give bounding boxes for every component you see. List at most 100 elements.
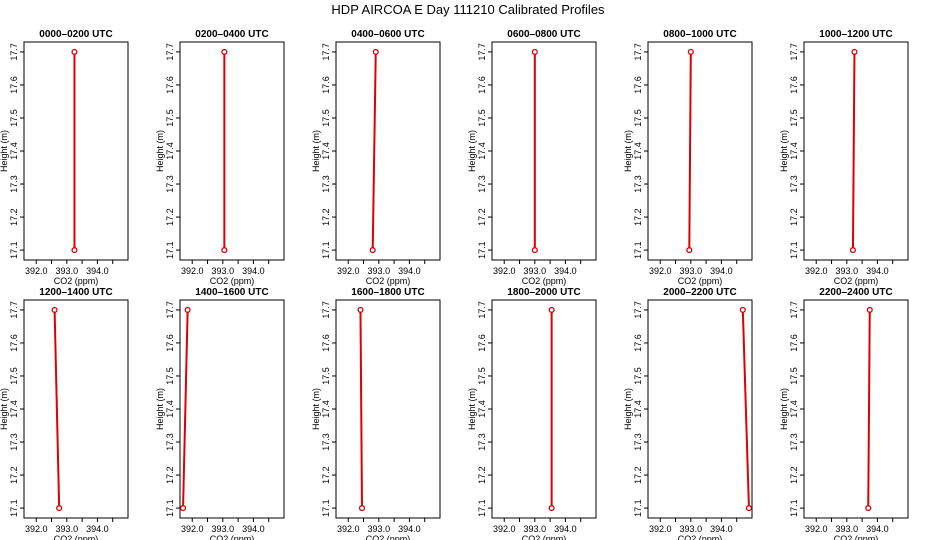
x-axis-label: CO2 (ppm) (522, 276, 567, 286)
profile-line (867, 309, 871, 509)
x-tick-label: 394.0 (242, 524, 265, 534)
x-tick-label: 392.0 (25, 266, 48, 276)
x-axis-label: CO2 (ppm) (522, 534, 567, 540)
y-tick-label: 17.3 (9, 433, 19, 451)
y-tick-label: 17.7 (321, 301, 331, 319)
profile-point (221, 247, 228, 254)
y-tick-label: 17.7 (789, 43, 799, 61)
y-tick-label: 17.6 (789, 76, 799, 94)
x-axis-label: CO2 (ppm) (678, 534, 723, 540)
x-axis-label: CO2 (ppm) (834, 276, 879, 286)
y-tick-label: 17.4 (789, 142, 799, 160)
y-tick-label: 17.4 (477, 400, 487, 418)
x-tick-label: 393.0 (368, 266, 391, 276)
profile-line (741, 309, 750, 509)
y-tick-label: 17.1 (9, 499, 19, 517)
plot-frame (491, 41, 597, 261)
profile-point (71, 247, 78, 254)
profile-line (851, 51, 856, 251)
profile-point (180, 505, 187, 512)
x-tick-label: 393.0 (680, 524, 703, 534)
y-tick-label: 17.6 (9, 76, 19, 94)
y-tick-label: 17.4 (165, 142, 175, 160)
x-tick-label: 392.0 (337, 266, 360, 276)
plot-frame (647, 299, 753, 519)
profile-point (851, 48, 858, 55)
y-tick-label: 17.3 (789, 433, 799, 451)
y-tick-label: 17.4 (321, 400, 331, 418)
x-tick-label: 394.0 (554, 524, 577, 534)
x-tick-label: 393.0 (212, 524, 235, 534)
x-tick-label: 392.0 (805, 266, 828, 276)
y-tick-label: 17.5 (321, 367, 331, 385)
x-axis-label: CO2 (ppm) (210, 534, 255, 540)
y-tick-label: 17.7 (321, 43, 331, 61)
x-tick-label: 394.0 (242, 266, 265, 276)
profile-point (548, 505, 555, 512)
x-tick-label: 393.0 (836, 524, 859, 534)
panel-title: 0600–0800 UTC (507, 29, 580, 40)
x-tick-label: 393.0 (368, 524, 391, 534)
y-tick-label: 17.5 (477, 109, 487, 127)
x-tick-label: 392.0 (493, 524, 516, 534)
y-tick-label: 17.6 (477, 76, 487, 94)
x-tick-label: 392.0 (805, 524, 828, 534)
y-tick-label: 17.3 (789, 175, 799, 193)
panel-title: 1400–1600 UTC (195, 287, 268, 298)
profile-point (745, 505, 752, 512)
x-tick-label: 394.0 (866, 266, 889, 276)
y-tick-label: 17.5 (789, 109, 799, 127)
y-tick-label: 17.6 (321, 334, 331, 352)
y-tick-label: 17.4 (165, 400, 175, 418)
x-tick-label: 392.0 (181, 266, 204, 276)
y-tick-label: 17.1 (477, 241, 487, 259)
y-axis-label: Height (m) (779, 130, 789, 172)
y-axis-label: Height (m) (311, 130, 321, 172)
y-tick-label: 17.6 (633, 76, 643, 94)
y-tick-label: 17.1 (477, 499, 487, 517)
profile-point (358, 505, 366, 512)
plot-frame (335, 299, 441, 519)
y-tick-label: 17.3 (477, 433, 487, 451)
y-tick-label: 17.1 (165, 241, 175, 259)
y-tick-label: 17.1 (633, 499, 643, 517)
y-tick-label: 17.5 (633, 109, 643, 127)
x-tick-label: 394.0 (866, 524, 889, 534)
y-tick-label: 17.2 (633, 466, 643, 484)
y-tick-label: 17.1 (9, 241, 19, 259)
y-tick-label: 17.4 (9, 142, 19, 160)
y-tick-label: 17.2 (165, 208, 175, 226)
y-tick-label: 17.7 (477, 43, 487, 61)
profile-point (849, 247, 856, 254)
y-tick-label: 17.3 (165, 175, 175, 193)
y-tick-label: 17.5 (477, 367, 487, 385)
y-axis-label: Height (m) (155, 130, 165, 172)
panel-title: 0400–0600 UTC (351, 29, 424, 40)
y-tick-label: 17.1 (789, 499, 799, 517)
y-tick-label: 17.4 (321, 142, 331, 160)
y-tick-label: 17.4 (633, 400, 643, 418)
profile-point (866, 306, 873, 313)
x-axis-label: CO2 (ppm) (366, 534, 411, 540)
plot-frame (803, 41, 909, 261)
x-tick-label: 393.0 (56, 266, 79, 276)
y-tick-label: 17.4 (477, 142, 487, 160)
profile-point (531, 247, 538, 254)
y-tick-label: 17.3 (321, 433, 331, 451)
y-tick-label: 17.2 (477, 466, 487, 484)
plot-frame (179, 41, 285, 261)
x-axis-label: CO2 (ppm) (366, 276, 411, 286)
y-tick-label: 17.3 (633, 433, 643, 451)
x-tick-label: 392.0 (181, 524, 204, 534)
y-tick-label: 17.6 (321, 76, 331, 94)
y-tick-label: 17.6 (165, 334, 175, 352)
plot-frame (23, 299, 129, 519)
figure-title: HDP AIRCOA E Day 111210 Calibrated Profi… (331, 2, 605, 17)
